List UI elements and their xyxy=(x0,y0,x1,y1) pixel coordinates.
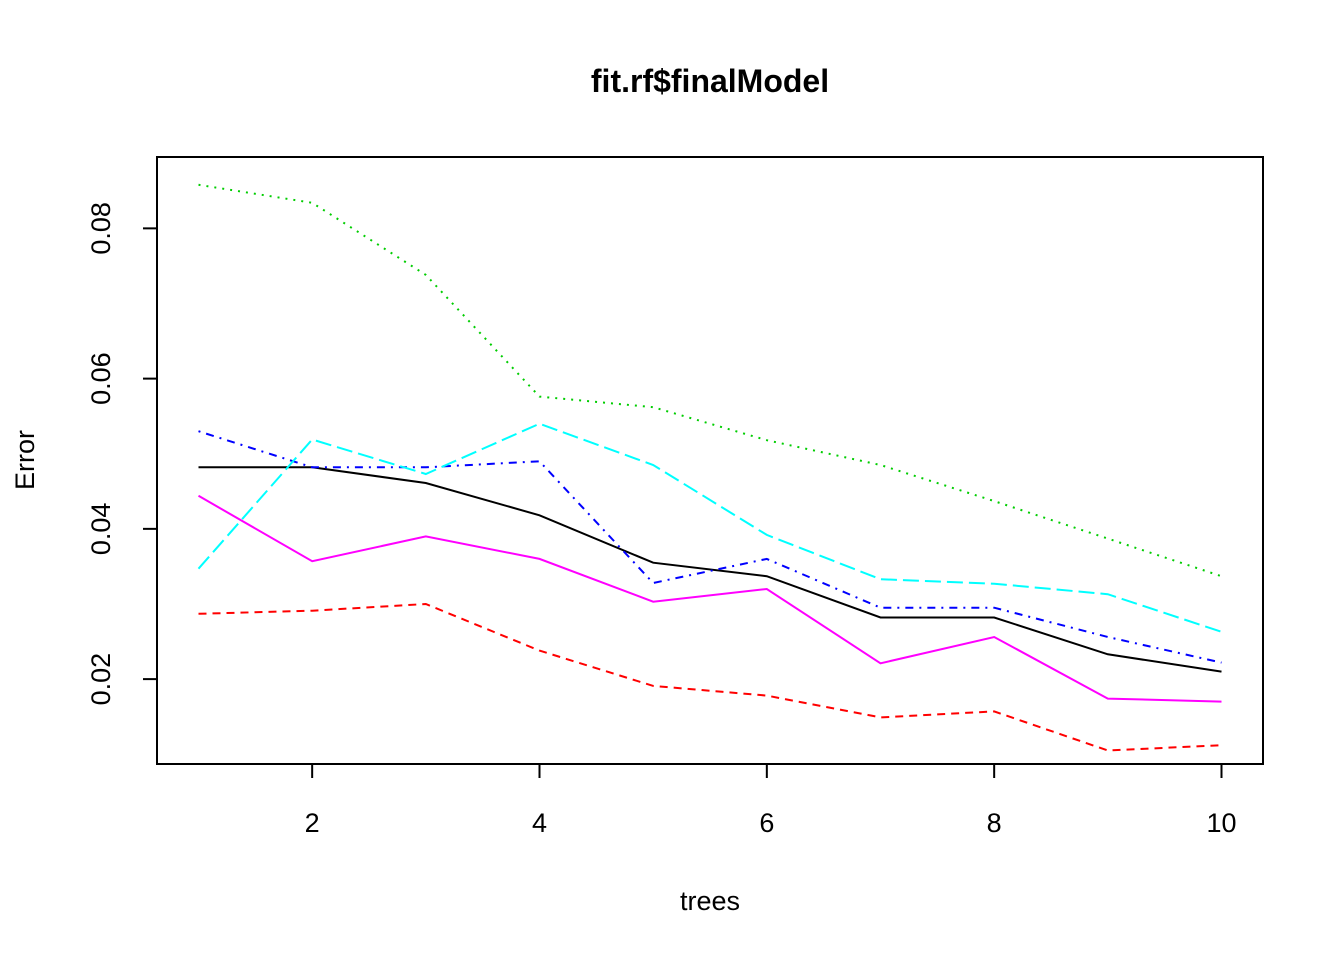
x-tick-label: 6 xyxy=(759,808,774,838)
chart-title: fit.rf$finalModel xyxy=(591,63,829,99)
x-axis-label: trees xyxy=(680,886,740,916)
series-line-2 xyxy=(198,602,1222,752)
plot-frame xyxy=(156,156,1264,765)
y-axis-label: Error xyxy=(10,430,40,490)
x-tick-label: 10 xyxy=(1206,808,1236,838)
x-tick-label: 8 xyxy=(987,808,1002,838)
y-tick-label: 0.02 xyxy=(86,653,116,706)
x-tick-label: 4 xyxy=(532,808,547,838)
x-axis: 2 4 6 8 10 xyxy=(305,764,1237,838)
series-line-4 xyxy=(198,430,1222,664)
series-layer xyxy=(197,183,1222,752)
x-tick-label: 2 xyxy=(305,808,320,838)
series-line-5 xyxy=(197,422,1222,633)
y-tick-label: 0.08 xyxy=(86,202,116,255)
y-axis: 0.02 0.04 0.06 0.08 xyxy=(86,202,157,705)
series-line-3 xyxy=(198,183,1222,578)
series-line-1 xyxy=(198,466,1222,673)
y-tick-label: 0.04 xyxy=(86,503,116,556)
series-line-6 xyxy=(198,494,1222,703)
y-tick-label: 0.06 xyxy=(86,352,116,405)
